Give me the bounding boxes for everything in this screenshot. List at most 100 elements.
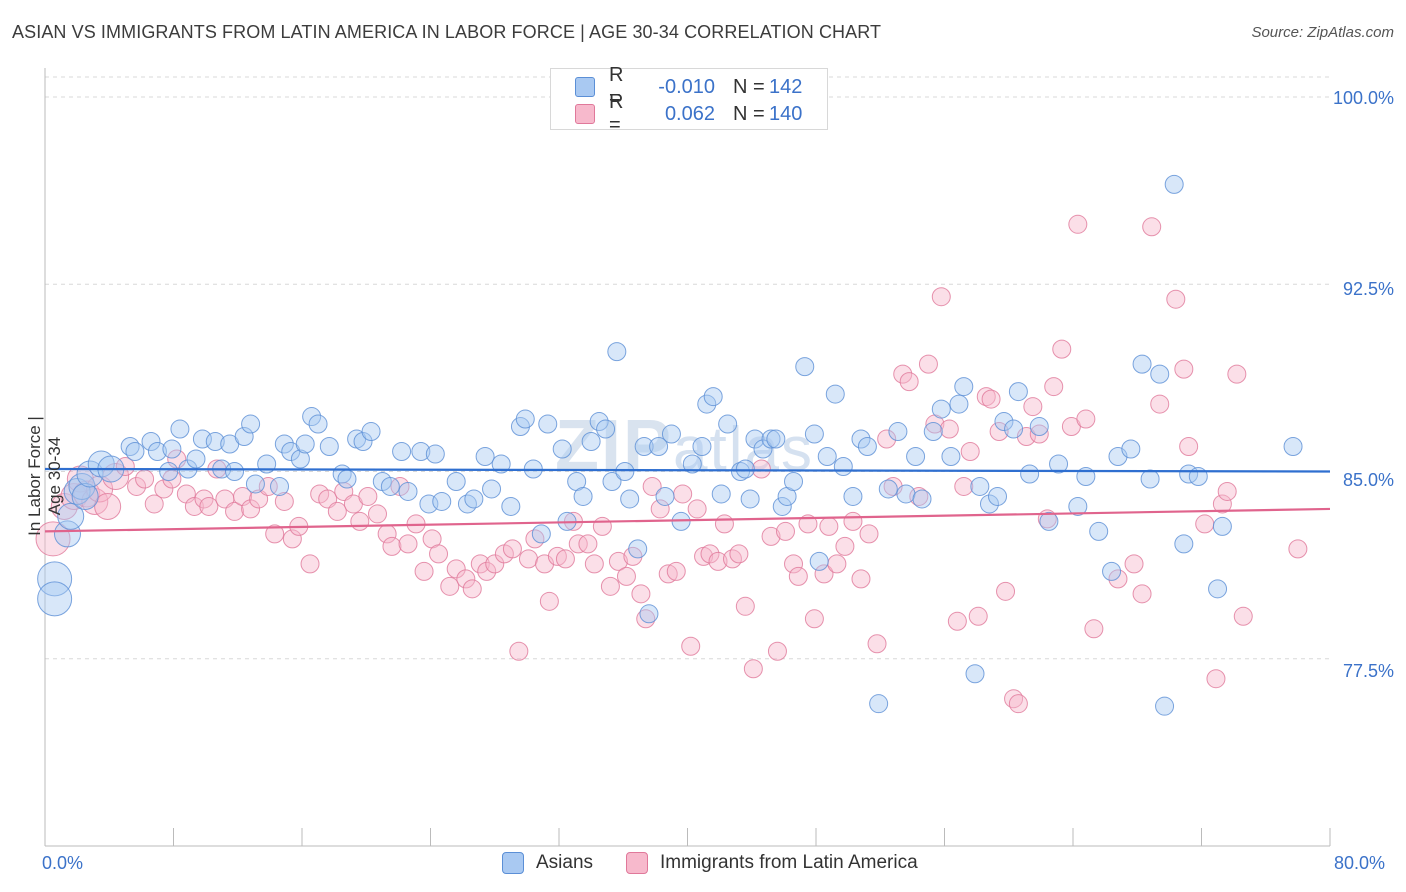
- latin-point: [658, 564, 678, 584]
- latin-point: [960, 442, 980, 462]
- latin-point: [592, 516, 612, 536]
- latin-point: [851, 569, 871, 589]
- asian-point: [295, 434, 315, 454]
- latin-point: [184, 496, 204, 516]
- asian-point: [1150, 364, 1170, 384]
- latin-point: [729, 544, 749, 564]
- asian-point: [596, 419, 616, 439]
- latin-point: [1233, 606, 1253, 626]
- latin-point: [708, 551, 728, 571]
- latin-point: [568, 534, 588, 554]
- latin-point: [1174, 359, 1194, 379]
- asian-point: [682, 454, 702, 474]
- asian-point: [766, 429, 786, 449]
- y-tick-77-5: 77.5%: [1342, 661, 1394, 681]
- latin-point: [578, 534, 598, 554]
- n-label: N =: [733, 102, 765, 125]
- asian-point: [1008, 382, 1028, 402]
- legend-item-asians[interactable]: Asians: [502, 852, 593, 874]
- asians-legend-swatch: [502, 852, 524, 874]
- latin-point: [518, 549, 538, 569]
- latin-point: [600, 576, 620, 596]
- asian-point: [615, 461, 635, 481]
- latin-point: [1052, 339, 1072, 359]
- asian-point: [337, 469, 357, 489]
- latin-point: [539, 591, 559, 611]
- latin-point: [265, 524, 285, 544]
- asian-point: [380, 476, 400, 496]
- asian-point: [772, 496, 792, 516]
- latin-point: [947, 611, 967, 631]
- legend-item-latin[interactable]: Immigrants from Latin America: [626, 852, 918, 874]
- asian-point: [274, 434, 294, 454]
- latin-point: [502, 539, 522, 559]
- latin-point: [485, 554, 505, 574]
- y-tick-85: 85.0%: [1342, 470, 1394, 490]
- asian-point: [602, 471, 622, 491]
- source-label: Source: ZipAtlas.com: [1251, 24, 1394, 41]
- asian-point: [661, 424, 681, 444]
- series-asians: [37, 174, 1303, 716]
- latin-point: [282, 529, 302, 549]
- asian-point: [71, 482, 99, 510]
- latin-point: [477, 561, 497, 581]
- asian-point: [1208, 579, 1228, 599]
- asian-point: [718, 414, 738, 434]
- latin-point: [775, 521, 795, 541]
- asian-point: [965, 664, 985, 684]
- latin-point: [446, 559, 466, 579]
- asian-point: [878, 479, 898, 499]
- y-axis-label: In Labor Force | Age 30-34: [25, 416, 64, 536]
- asian-point: [639, 604, 659, 624]
- asian-point: [491, 454, 511, 474]
- latin-point: [398, 534, 418, 554]
- asian-point: [979, 494, 999, 514]
- asian-point: [302, 407, 322, 427]
- asian-point: [1164, 174, 1184, 194]
- latin-trend-line: [44, 507, 1331, 533]
- latin-point: [804, 609, 824, 629]
- asian-point: [53, 520, 81, 548]
- latin-point: [241, 499, 261, 519]
- latin-point: [798, 514, 818, 534]
- latin-point: [700, 544, 720, 564]
- latin-point: [1008, 694, 1028, 714]
- asian-point: [482, 479, 502, 499]
- asian-point: [589, 412, 609, 432]
- stats-legend: R = -0.010 N = 142 R = 0.062 N = 140: [550, 64, 828, 136]
- asian-point: [457, 494, 477, 514]
- asian-point: [784, 471, 804, 491]
- latin-swatch: [575, 104, 595, 124]
- asian-point: [692, 437, 712, 457]
- latin-point: [981, 389, 1001, 409]
- x-tick-max: 80.0%: [1334, 853, 1386, 873]
- latin-point: [367, 504, 387, 524]
- trend-lines: [44, 467, 1331, 533]
- asian-point: [147, 442, 167, 462]
- legend-label-asians: Asians: [536, 852, 594, 873]
- asian-point: [896, 484, 916, 504]
- latin-point: [918, 354, 938, 374]
- asian-point: [843, 486, 863, 506]
- x-tick-min: 0.0%: [42, 853, 84, 873]
- asian-point: [1049, 454, 1069, 474]
- latin-point: [1217, 481, 1237, 501]
- latin-point: [931, 287, 951, 307]
- latin-point: [976, 387, 996, 407]
- asian-point: [649, 437, 669, 457]
- asian-point: [162, 439, 182, 459]
- latin-point: [462, 579, 482, 599]
- asian-point: [308, 414, 328, 434]
- latin-point: [199, 496, 219, 516]
- legend-label-latin: Immigrants from Latin America: [660, 852, 918, 873]
- r-label: R =: [609, 64, 624, 109]
- asian-point: [552, 439, 572, 459]
- asian-point: [234, 427, 254, 447]
- asian-point: [1020, 464, 1040, 484]
- latin-point: [788, 566, 808, 586]
- latin-point: [722, 549, 742, 569]
- asian-point: [745, 429, 765, 449]
- latin-point: [509, 641, 529, 661]
- asian-point: [833, 456, 853, 476]
- asian-point: [994, 412, 1014, 432]
